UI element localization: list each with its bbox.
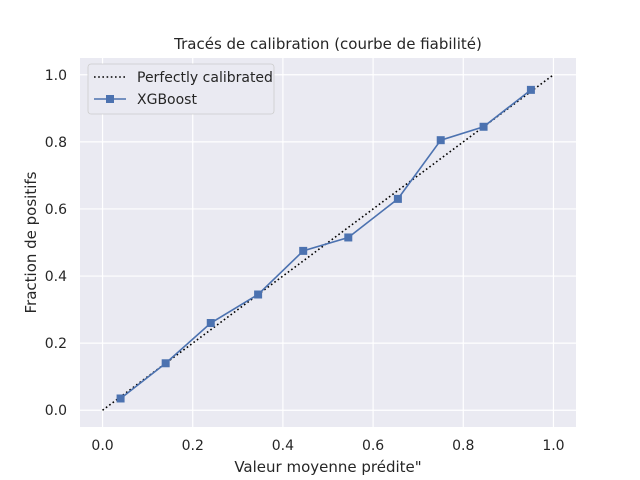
y-tick-label: 0.6: [45, 202, 67, 218]
series-layer: [102, 74, 554, 411]
xgboost-point: [526, 85, 535, 94]
y-tick-label: 0.8: [45, 135, 67, 151]
x-axis-label: Valeur moyenne prédite": [234, 458, 421, 476]
legend-box: [87, 63, 275, 115]
xgboost-line: [120, 89, 532, 400]
xgboost-point: [344, 233, 353, 242]
xgboost-point: [116, 394, 125, 403]
legend-marker-xgboost: [106, 95, 114, 103]
y-tick-label: 1.0: [45, 68, 67, 84]
grid-lines: [80, 58, 576, 427]
y-axis-label: Fraction de positifs: [22, 171, 40, 313]
xgboost-point: [299, 246, 308, 255]
xgboost-point: [479, 122, 488, 131]
y-tick-label: 0.0: [45, 403, 67, 419]
legend-label-perfectly-calibrated: Perfectly calibrated: [137, 70, 273, 86]
chart-title: Tracés de calibration (courbe de fiabili…: [173, 35, 482, 53]
perfectly-calibrated-line: [102, 74, 554, 411]
tick-labels: 0.0 0.2 0.4 0.6 0.8 1.0 0.0 0.2 0.4 0.6 0.8 1.0: [45, 68, 565, 454]
xgboost-point: [161, 359, 170, 368]
xgboost-point: [436, 136, 445, 145]
x-tick-label: 0.6: [362, 438, 384, 454]
x-tick-label: 0.4: [272, 438, 294, 454]
legend-label-xgboost: XGBoost: [137, 92, 197, 108]
x-tick-label: 0.8: [452, 438, 474, 454]
y-tick-label: 0.2: [45, 336, 67, 352]
x-tick-label: 1.0: [542, 438, 564, 454]
x-tick-label: 0.2: [182, 438, 204, 454]
legend: Perfectly calibrated XGBoost: [87, 63, 275, 115]
xgboost-point: [254, 290, 263, 299]
x-tick-label: 0.0: [91, 438, 113, 454]
y-tick-label: 0.4: [45, 269, 67, 285]
xgboost-point: [393, 194, 402, 203]
xgboost-point: [206, 319, 215, 328]
